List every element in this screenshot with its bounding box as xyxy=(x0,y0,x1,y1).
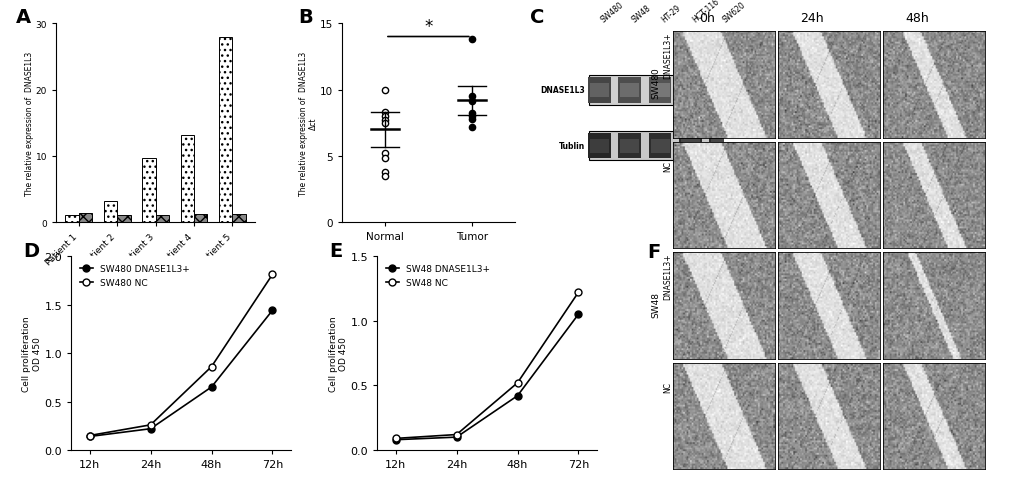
SW48 NC xyxy=(450,432,463,438)
Text: DNASE1L3+: DNASE1L3+ xyxy=(663,253,672,300)
FancyBboxPatch shape xyxy=(648,134,671,159)
SW480 NC xyxy=(266,272,278,278)
Bar xyxy=(104,201,117,223)
FancyBboxPatch shape xyxy=(650,84,668,98)
SW48 NC xyxy=(389,436,401,441)
FancyBboxPatch shape xyxy=(650,139,668,153)
Text: SW620: SW620 xyxy=(720,0,746,24)
SW48 DNASE1L3+ xyxy=(450,434,463,440)
Text: HT-29: HT-29 xyxy=(659,3,682,24)
Bar xyxy=(232,215,246,223)
FancyBboxPatch shape xyxy=(648,78,671,104)
FancyBboxPatch shape xyxy=(710,139,730,153)
FancyBboxPatch shape xyxy=(709,134,732,159)
FancyBboxPatch shape xyxy=(620,139,639,153)
Text: SW480: SW480 xyxy=(651,67,659,99)
SW48 NC xyxy=(572,290,584,296)
Legend: SW48 DNASE1L3+, SW48 NC: SW48 DNASE1L3+, SW48 NC xyxy=(381,261,493,291)
SW480 DNASE1L3+ xyxy=(145,426,157,432)
Text: HCT-116: HCT-116 xyxy=(690,0,720,24)
FancyBboxPatch shape xyxy=(709,78,732,104)
SW48 DNASE1L3+ xyxy=(511,393,523,399)
Line: SW480 NC: SW480 NC xyxy=(87,272,275,439)
FancyBboxPatch shape xyxy=(620,84,639,98)
Line: SW480 DNASE1L3+: SW480 DNASE1L3+ xyxy=(87,307,275,440)
Text: NC: NC xyxy=(663,381,672,392)
Text: A: A xyxy=(16,8,32,27)
Bar xyxy=(142,158,156,223)
FancyBboxPatch shape xyxy=(589,84,608,98)
Text: B: B xyxy=(299,8,313,27)
Text: F: F xyxy=(647,242,660,261)
Text: SW48: SW48 xyxy=(651,291,659,317)
Text: SW48: SW48 xyxy=(629,3,651,24)
SW48 NC xyxy=(511,380,523,386)
Text: C: C xyxy=(530,8,544,27)
Text: NC: NC xyxy=(663,161,672,171)
Bar xyxy=(78,214,92,223)
SW480 DNASE1L3+ xyxy=(266,308,278,314)
FancyBboxPatch shape xyxy=(618,78,640,104)
FancyBboxPatch shape xyxy=(589,139,608,153)
Bar xyxy=(194,215,207,223)
Line: SW48 NC: SW48 NC xyxy=(392,289,581,442)
Legend: Normal, Tumor: Normal, Tumor xyxy=(376,25,439,55)
SW480 DNASE1L3+ xyxy=(205,384,217,390)
Y-axis label: The relative expression of  DNASE1L3
Δct: The relative expression of DNASE1L3 Δct xyxy=(299,51,318,196)
Bar xyxy=(180,136,194,223)
FancyBboxPatch shape xyxy=(618,134,640,159)
Text: 0h: 0h xyxy=(698,12,714,25)
Text: DNASE1L3+: DNASE1L3+ xyxy=(663,32,672,79)
Text: SW480: SW480 xyxy=(599,0,625,24)
FancyBboxPatch shape xyxy=(588,76,720,106)
Bar xyxy=(117,215,130,223)
FancyBboxPatch shape xyxy=(588,131,720,161)
FancyBboxPatch shape xyxy=(588,78,610,104)
FancyBboxPatch shape xyxy=(679,134,701,159)
Bar xyxy=(219,37,232,223)
Text: 48h: 48h xyxy=(904,12,928,25)
Legend: SW480 DNASE1L3+, SW480 NC: SW480 DNASE1L3+, SW480 NC xyxy=(75,261,194,291)
Text: Tublin: Tublin xyxy=(558,142,585,151)
SW48 DNASE1L3+ xyxy=(389,437,401,443)
SW480 DNASE1L3+ xyxy=(84,434,96,439)
FancyBboxPatch shape xyxy=(681,139,699,153)
SW480 NC xyxy=(145,422,157,428)
Text: 24h: 24h xyxy=(799,12,823,25)
SW480 NC xyxy=(84,433,96,439)
Y-axis label: The relative expression of  DNASE1L3: The relative expression of DNASE1L3 xyxy=(25,51,35,196)
Bar xyxy=(65,216,78,223)
FancyBboxPatch shape xyxy=(710,84,730,98)
FancyBboxPatch shape xyxy=(679,78,701,104)
Text: DNASE1L3: DNASE1L3 xyxy=(540,86,585,95)
Y-axis label: Cell proliferation
OD 450: Cell proliferation OD 450 xyxy=(328,316,347,391)
Text: E: E xyxy=(329,241,342,260)
FancyBboxPatch shape xyxy=(588,134,610,159)
SW48 DNASE1L3+ xyxy=(572,312,584,318)
SW480 NC xyxy=(205,364,217,370)
Text: D: D xyxy=(23,241,40,260)
Text: *: * xyxy=(424,17,432,35)
FancyBboxPatch shape xyxy=(681,84,699,98)
Line: SW48 DNASE1L3+: SW48 DNASE1L3+ xyxy=(392,311,581,443)
Bar xyxy=(155,215,169,223)
Y-axis label: Cell proliferation
OD 450: Cell proliferation OD 450 xyxy=(22,316,42,391)
